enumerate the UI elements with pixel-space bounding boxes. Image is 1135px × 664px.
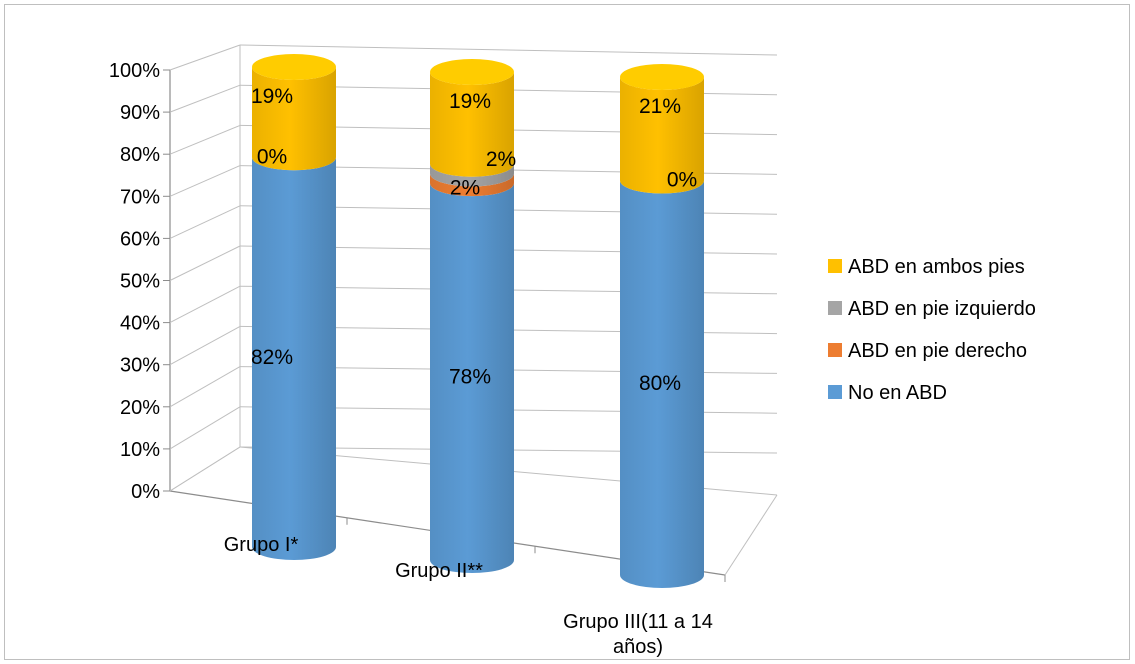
data-label-abd-en-pie-derecho: 2% <box>450 176 480 199</box>
gridline-side <box>170 166 240 197</box>
y-tick-label: 70% <box>120 186 160 208</box>
legend-label-abd-en-ambos-pies: ABD en ambos pies <box>848 256 1025 278</box>
data-label-abd-en-ambos-pies: 19% <box>251 85 293 108</box>
bar-grupo-ii <box>430 59 514 573</box>
chart-frame: 0% 10% 20% 30% 40% 50% 60% 70% 80% 90% 100% 82% 0% 1… <box>4 4 1130 660</box>
y-tick-label: 10% <box>120 439 160 461</box>
y-tick-label: 30% <box>120 355 160 377</box>
data-label-no-en-abd: 82% <box>251 346 293 369</box>
legend-swatch-abd-en-pie-derecho <box>828 343 842 357</box>
gridline-back <box>240 45 777 55</box>
y-axis-tick-labels: 0% 10% 20% 30% 40% 50% 60% 70% 80% 90% 100% <box>109 60 160 503</box>
x-category-label-line: años) <box>613 636 663 658</box>
y-tick-label: 100% <box>109 60 160 82</box>
gridline-side <box>170 407 240 449</box>
bar-top-cap <box>252 54 336 80</box>
bar-top-cap <box>430 59 514 85</box>
legend-label-abd-en-pie-derecho: ABD en pie derecho <box>848 340 1027 362</box>
bar-grupo-i <box>252 54 336 560</box>
y-tick-label: 40% <box>120 313 160 335</box>
legend-swatch-no-en-abd <box>828 385 842 399</box>
gridline-side <box>170 286 240 322</box>
gridline-side <box>170 45 240 70</box>
y-tick-label: 80% <box>120 144 160 166</box>
gridline-side <box>170 326 240 364</box>
legend-swatch-abd-en-pie-izquierdo <box>828 301 842 315</box>
legend-label-abd-en-pie-izquierdo: ABD en pie izquierdo <box>848 298 1036 320</box>
bars <box>252 54 704 588</box>
x-category-label-line: Grupo I* <box>224 534 299 556</box>
gridline-side <box>170 125 240 154</box>
y-tick-label: 0% <box>131 481 160 503</box>
legend-swatch-abd-en-ambos-pies <box>828 259 842 273</box>
gridline-side <box>170 85 240 112</box>
data-label-abd-en-pie-izquierdo: 0% <box>667 169 697 192</box>
x-category-label-line: Grupo III(11 a 14 <box>563 611 713 633</box>
data-label-no-en-abd: 80% <box>639 372 681 395</box>
x-category-label: Grupo I* <box>224 534 299 556</box>
data-label-no-en-abd: 78% <box>449 366 491 389</box>
data-label-abd-en-ambos-pies: 19% <box>449 90 491 113</box>
gridline-side <box>170 246 240 281</box>
y-tick-label: 20% <box>120 397 160 419</box>
gridline-side <box>170 447 240 491</box>
x-category-label: Grupo III(11 a 14 años) <box>563 611 713 658</box>
floor-right-edge <box>725 495 777 575</box>
data-label-abd-en-ambos-pies: 21% <box>639 95 681 118</box>
bar-top-cap <box>620 64 704 90</box>
data-label-abd-en-pie-izquierdo: 0% <box>257 145 287 168</box>
legend-label-no-en-abd: No en ABD <box>848 382 947 404</box>
y-tick-label: 60% <box>120 228 160 250</box>
x-category-label: Grupo II** <box>395 560 483 582</box>
x-category-label-line: Grupo II** <box>395 560 483 582</box>
bar-grupo-iii-11-a-14-a-os <box>620 64 704 588</box>
gridline-side <box>170 367 240 407</box>
stacked-cylinder-chart: 0% 10% 20% 30% 40% 50% 60% 70% 80% 90% 100% 82% 0% 1… <box>5 5 1131 661</box>
y-tick-label: 90% <box>120 102 160 124</box>
legend: ABD en ambos pies ABD en pie izquierdo ABD… <box>828 256 1036 404</box>
gridline-side <box>170 206 240 239</box>
y-tick-label: 50% <box>120 271 160 293</box>
data-label-abd-en-pie-izquierdo: 2% <box>486 148 516 171</box>
